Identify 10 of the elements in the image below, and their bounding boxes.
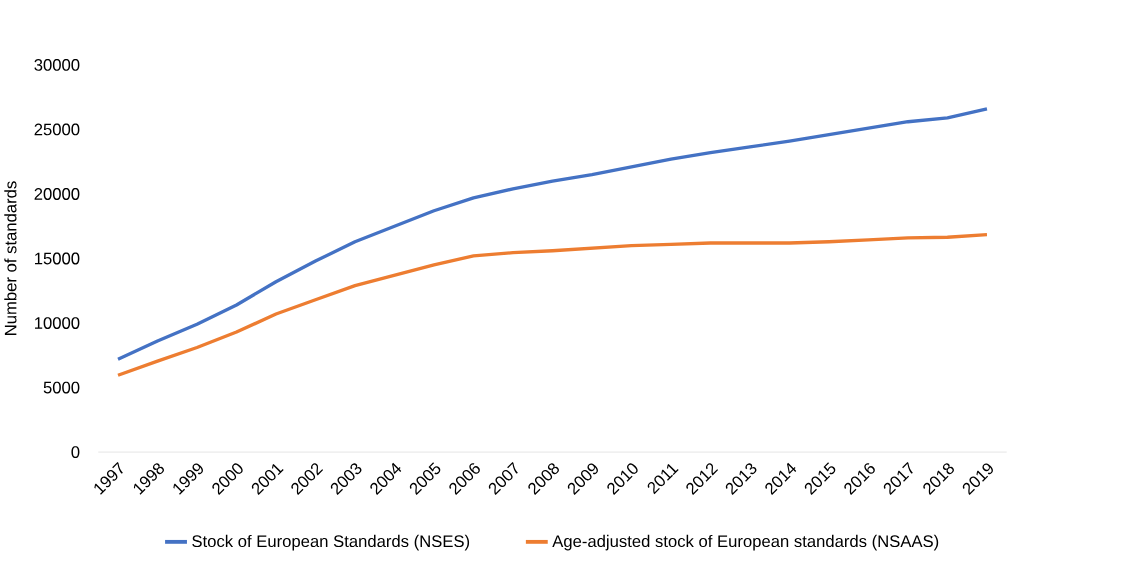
y-tick-label: 20000 bbox=[34, 188, 80, 200]
y-tick-label: 15000 bbox=[35, 252, 80, 265]
y-tick-label: 25000 bbox=[34, 123, 80, 136]
y-tick-label: 10000 bbox=[35, 317, 80, 329]
y-tick-label: 5000 bbox=[43, 381, 80, 394]
y-tick-label: 30000 bbox=[34, 59, 80, 71]
y-axis-title: Number of standards bbox=[4, 181, 17, 335]
legend-label: Stock of European Standards (NSES) bbox=[192, 534, 470, 551]
legend-label: Age-adjusted stock of European standards (NSAAS) bbox=[552, 534, 939, 551]
y-tick-label: 0 bbox=[71, 446, 80, 458]
